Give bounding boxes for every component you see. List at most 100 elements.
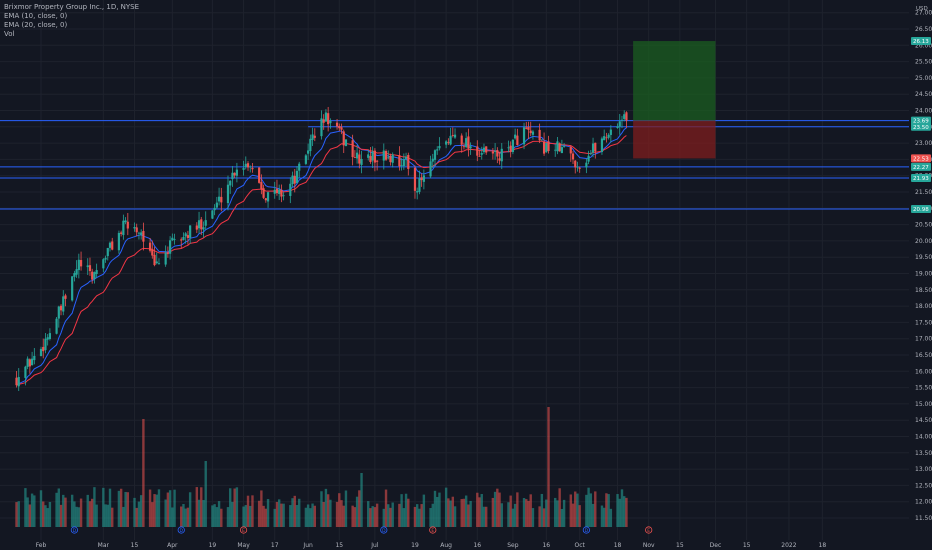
candle-body — [137, 232, 141, 234]
candle-body — [33, 355, 36, 361]
candle-body — [215, 202, 218, 208]
y-tick-label: 20.00 — [915, 238, 932, 245]
volume-bar — [340, 500, 343, 527]
candle-body — [605, 137, 608, 139]
volume-bar — [86, 494, 89, 527]
volume-bar — [422, 494, 426, 527]
candle-body — [264, 198, 267, 201]
volume-bar — [469, 500, 472, 527]
volume-bar — [556, 500, 559, 527]
volume-bar — [560, 508, 564, 527]
y-tick-label: 17.50 — [915, 319, 932, 326]
x-tick-label: Mar — [98, 542, 110, 549]
earnings-icon — [645, 526, 653, 534]
profit-zone — [633, 41, 716, 121]
volume-bar — [155, 494, 158, 527]
candle-body — [494, 151, 497, 152]
axis-price-tag — [911, 173, 931, 182]
candle-body — [404, 156, 408, 159]
candle-body — [398, 155, 401, 167]
candle-body — [117, 232, 121, 251]
candle-body — [322, 119, 325, 123]
volume-bar — [313, 505, 316, 527]
legend-ema10[interactable]: EMA (10, close, 0) — [4, 12, 68, 20]
volume-bar — [264, 508, 268, 527]
x-tick-label: 16 — [542, 542, 550, 549]
legend-symbol[interactable]: Brixmor Property Group Inc., 1D, NYSE — [4, 3, 140, 11]
y-tick-label: 26.50 — [915, 26, 932, 33]
dividend-icon — [70, 526, 78, 534]
candle-body — [122, 220, 125, 236]
candle-body — [516, 135, 519, 146]
candle-body — [600, 138, 604, 153]
volume-bar — [623, 496, 626, 527]
event-marker-glyph: E — [647, 528, 650, 534]
candle-body — [173, 238, 176, 240]
volume-bar — [42, 501, 45, 527]
candle-body — [229, 180, 232, 186]
candle-body — [329, 120, 332, 124]
volume-bar — [511, 508, 515, 527]
event-marker-glyph: D — [73, 528, 77, 534]
volume-bar — [304, 507, 308, 527]
candle-body — [420, 177, 423, 181]
volume-bar — [335, 501, 339, 527]
candle-body — [560, 147, 563, 154]
volume-bar — [33, 495, 36, 527]
legend-ema20[interactable]: EMA (20, close, 0) — [4, 21, 68, 29]
ema20-line — [16, 135, 627, 386]
y-tick-label: 16.00 — [915, 368, 932, 375]
candle-body — [246, 163, 250, 168]
volume-bar — [142, 419, 145, 527]
candle-body — [226, 184, 230, 204]
candle-body — [529, 130, 532, 134]
volume-bar — [525, 499, 528, 527]
volume-bar — [329, 499, 332, 527]
x-tick-label: Nov — [643, 542, 655, 549]
candle-body — [166, 253, 169, 255]
candle-body — [48, 333, 52, 340]
volume-bar — [420, 504, 423, 527]
volume-bar — [164, 499, 167, 527]
volume-bar — [57, 488, 61, 527]
y-tick-label: 21.50 — [915, 189, 932, 196]
volume-bar — [275, 501, 279, 527]
volume-bar — [585, 494, 588, 527]
volume-bar — [482, 506, 486, 527]
volume-bar — [389, 507, 392, 527]
candle-body — [344, 139, 348, 147]
volume-bar — [184, 508, 187, 527]
candle-body — [342, 131, 345, 146]
x-tick-label: 15 — [335, 542, 343, 549]
volume-bar — [338, 493, 341, 527]
y-tick-label: 23.00 — [915, 140, 932, 147]
volume-bar — [522, 498, 526, 527]
candle-body — [449, 135, 452, 145]
volume-bar — [171, 507, 174, 527]
volume-bar — [295, 505, 299, 527]
volume-bar — [166, 492, 170, 527]
volume-bar — [79, 498, 83, 527]
volume-bar — [351, 505, 354, 527]
y-tick-label: 14.50 — [915, 417, 932, 424]
candle-body — [148, 242, 152, 251]
volume-bar — [289, 505, 292, 527]
volume-bar — [618, 498, 621, 527]
volume-bar — [148, 489, 152, 527]
volume-bar — [415, 504, 419, 527]
candle-body — [480, 153, 483, 155]
candle-body — [384, 151, 388, 160]
candle-body — [311, 134, 314, 140]
volume-bar — [277, 499, 281, 527]
candle-body — [120, 232, 123, 234]
volume-bar — [244, 505, 247, 527]
volume-bar — [600, 505, 604, 527]
legend-volume[interactable]: Vol — [4, 30, 15, 38]
candle-body — [447, 142, 450, 144]
volume-bar — [70, 494, 74, 527]
candle-body — [249, 166, 252, 168]
price-axis-bg — [910, 0, 932, 550]
y-tick-label: 19.00 — [915, 271, 932, 278]
dividend-icon — [582, 526, 590, 534]
